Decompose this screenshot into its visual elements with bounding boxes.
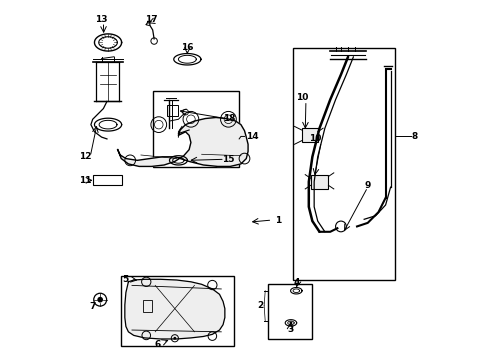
Bar [292, 48, 394, 280]
Circle shape [289, 321, 292, 324]
Bar [153, 91, 239, 167]
Text: 18: 18 [223, 114, 235, 123]
Bar [267, 284, 312, 339]
Text: 9: 9 [364, 181, 370, 190]
Text: 16: 16 [181, 42, 193, 51]
Text: 10: 10 [296, 93, 308, 102]
Bar [166, 105, 178, 116]
Text: 8: 8 [410, 132, 417, 141]
Bar [121, 276, 233, 346]
Text: 13: 13 [95, 15, 107, 24]
Text: 15: 15 [222, 155, 234, 164]
Bar [142, 300, 151, 312]
Text: 2: 2 [256, 301, 263, 310]
Text: 6: 6 [155, 340, 161, 349]
Text: 7: 7 [89, 302, 96, 311]
Circle shape [173, 337, 176, 340]
Text: 14: 14 [245, 132, 258, 141]
Polygon shape [118, 117, 247, 166]
Text: 17: 17 [144, 15, 157, 24]
Text: 5: 5 [122, 275, 128, 284]
Text: 10: 10 [308, 134, 321, 143]
Polygon shape [124, 279, 224, 339]
Circle shape [97, 297, 103, 302]
Text: 12: 12 [79, 152, 92, 161]
Text: 3: 3 [286, 325, 293, 334]
Bar [93, 175, 122, 185]
Text: 4: 4 [293, 278, 300, 287]
Bar [310, 175, 328, 189]
Text: 11: 11 [79, 176, 92, 185]
Text: 1: 1 [274, 216, 281, 225]
Bar [301, 128, 317, 143]
